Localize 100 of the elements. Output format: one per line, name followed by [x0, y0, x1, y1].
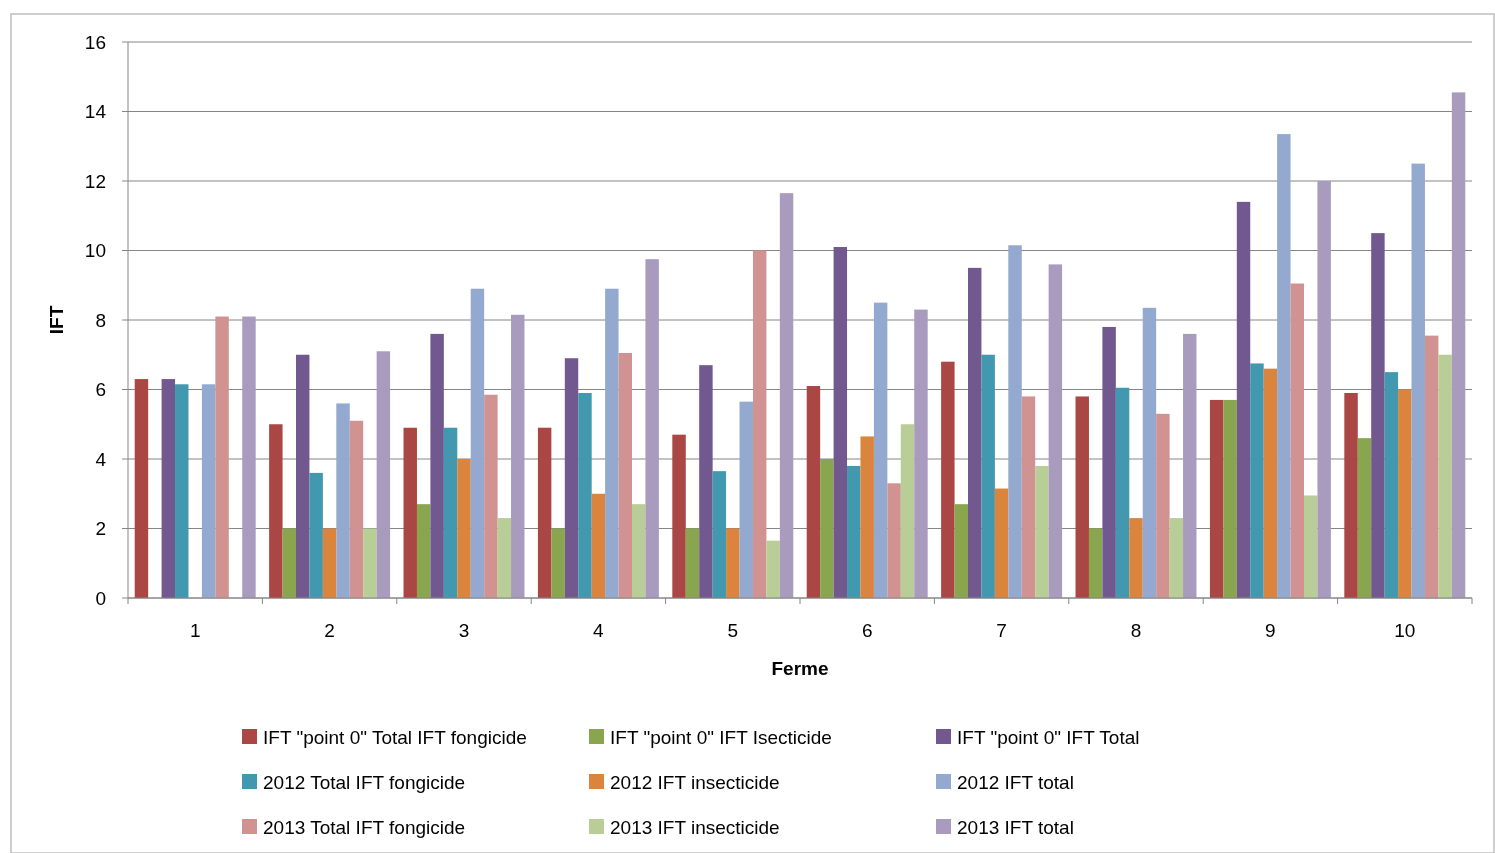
x-tick-label: 6	[861, 620, 873, 641]
bar	[134, 379, 149, 598]
bar	[820, 459, 834, 598]
bar	[1250, 363, 1264, 598]
bar	[847, 465, 861, 598]
bar	[699, 365, 713, 598]
bar	[1438, 354, 1452, 598]
y-tick-label: 12	[84, 170, 106, 192]
y-tick-label: 0	[95, 587, 106, 609]
bar	[900, 424, 915, 598]
bar	[309, 472, 323, 598]
x-tick-label: 8	[1130, 620, 1142, 641]
x-tick-label: 10	[1394, 620, 1416, 641]
bar	[484, 394, 498, 598]
y-axis-title: IFT	[46, 305, 67, 335]
bar	[511, 314, 525, 598]
y-tick-label: 4	[95, 448, 107, 470]
bar	[282, 528, 296, 598]
bar	[954, 504, 968, 598]
bar	[806, 386, 821, 598]
bar	[1344, 392, 1358, 598]
bar	[1263, 368, 1278, 598]
legend-label: IFT "point 0" IFT Isecticide	[610, 726, 832, 748]
bar	[1075, 396, 1089, 598]
bar	[779, 193, 794, 598]
legend-label: 2012 IFT insecticide	[610, 771, 780, 793]
bar	[363, 528, 377, 598]
bar	[605, 288, 619, 598]
bar	[564, 358, 579, 598]
y-tick-label: 10	[84, 240, 106, 262]
bar	[175, 384, 189, 598]
bar	[739, 401, 753, 598]
x-tick-label: 4	[593, 620, 605, 641]
bar	[537, 427, 552, 598]
y-tick-label: 14	[84, 101, 107, 123]
bar	[336, 403, 350, 598]
x-tick-label: 3	[458, 620, 470, 641]
y-tick-label: 16	[84, 31, 106, 53]
bar	[1035, 465, 1049, 598]
bar	[994, 488, 1009, 598]
bar	[873, 302, 888, 598]
bar	[497, 518, 512, 598]
legend-label: IFT "point 0" Total IFT fongicide	[263, 726, 527, 748]
y-tick-label: 8	[95, 309, 106, 331]
bar	[1398, 389, 1412, 598]
bar	[1371, 233, 1385, 598]
x-tick-label: 1	[189, 620, 201, 641]
bar	[1008, 245, 1022, 598]
bar	[1142, 307, 1157, 598]
x-tick-label: 7	[996, 620, 1007, 641]
bar	[1129, 518, 1143, 598]
bar	[296, 354, 310, 598]
bar	[578, 392, 592, 598]
bar	[1021, 396, 1036, 598]
bar	[1048, 264, 1063, 598]
bar	[1277, 134, 1291, 598]
bar	[376, 351, 391, 598]
bar	[416, 504, 431, 598]
legend-label: 2013 Total IFT fongicide	[263, 816, 466, 838]
bar	[752, 250, 767, 598]
x-tick-label: 2	[324, 620, 335, 641]
bar	[349, 420, 364, 598]
bar	[215, 316, 229, 598]
bar	[269, 424, 283, 598]
y-tick-label: 2	[95, 518, 106, 540]
bar	[1115, 387, 1130, 598]
bar	[1304, 495, 1318, 598]
bar	[591, 493, 606, 598]
bar	[726, 528, 740, 598]
bar	[685, 528, 700, 598]
bar	[833, 247, 848, 598]
bar	[1384, 372, 1399, 598]
legend-label: 2012 Total IFT fongicide	[263, 771, 466, 793]
bar	[1209, 399, 1224, 598]
bar	[1424, 335, 1439, 598]
bar	[632, 504, 646, 598]
bar	[242, 316, 256, 598]
bar	[1411, 163, 1425, 598]
bar	[1223, 399, 1237, 598]
bar	[766, 540, 780, 598]
bar	[551, 528, 565, 598]
bar	[1451, 92, 1466, 598]
bar	[161, 379, 176, 598]
bar	[443, 427, 458, 598]
bar	[322, 528, 337, 598]
legend-label: IFT "point 0" IFT Total	[957, 726, 1140, 748]
x-axis-title: Ferme	[771, 658, 829, 679]
x-tick-label: 5	[727, 620, 739, 641]
legend-label: 2012 IFT total	[957, 771, 1074, 793]
bar	[887, 483, 901, 598]
x-tick-label: 9	[1265, 620, 1276, 641]
bar	[1169, 518, 1184, 598]
bar	[968, 267, 982, 598]
bar	[860, 436, 874, 598]
bar	[1317, 181, 1331, 598]
bar	[672, 434, 686, 598]
bar	[403, 427, 417, 598]
y-tick-label: 6	[95, 379, 106, 401]
bar	[1183, 333, 1197, 598]
bar	[1102, 326, 1116, 598]
